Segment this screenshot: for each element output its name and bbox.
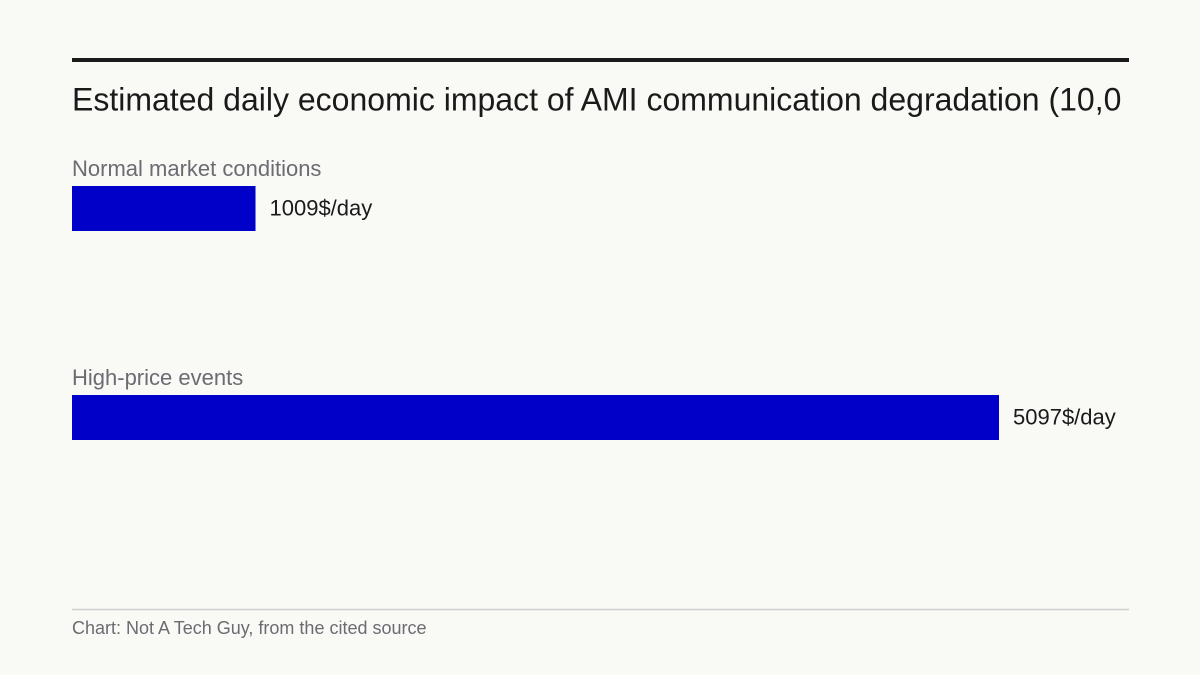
bar <box>72 186 256 231</box>
top-rule <box>72 58 1129 62</box>
category-label: Normal market conditions <box>72 156 321 181</box>
chart-title: Estimated daily economic impact of AMI c… <box>72 81 1121 117</box>
bar <box>72 395 999 440</box>
value-label: 5097$/day <box>1013 404 1116 429</box>
value-label: 1009$/day <box>270 195 373 220</box>
source-note: Chart: Not A Tech Guy, from the cited so… <box>72 618 427 638</box>
category-label: High-price events <box>72 365 243 390</box>
